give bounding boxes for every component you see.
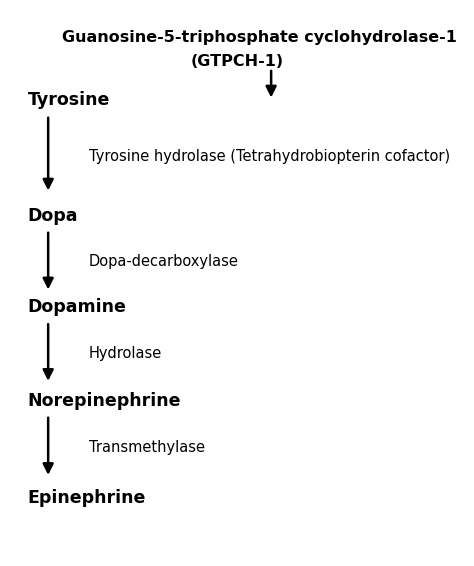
Text: Dopamine: Dopamine <box>27 298 127 316</box>
Text: Dopa: Dopa <box>27 207 78 225</box>
Text: Guanosine-5-triphosphate cyclohydrolase-1: Guanosine-5-triphosphate cyclohydrolase-… <box>62 30 457 45</box>
Text: Tyrosine: Tyrosine <box>27 91 110 109</box>
Text: Epinephrine: Epinephrine <box>27 489 146 507</box>
Text: Tyrosine hydrolase (Tetrahydrobiopterin cofactor): Tyrosine hydrolase (Tetrahydrobiopterin … <box>89 149 450 164</box>
Text: Norepinephrine: Norepinephrine <box>27 392 181 410</box>
Text: Transmethylase: Transmethylase <box>89 440 205 454</box>
Text: (GTPCH-1): (GTPCH-1) <box>191 54 283 68</box>
Text: Dopa-decarboxylase: Dopa-decarboxylase <box>89 254 239 269</box>
Text: Hydrolase: Hydrolase <box>89 345 163 361</box>
